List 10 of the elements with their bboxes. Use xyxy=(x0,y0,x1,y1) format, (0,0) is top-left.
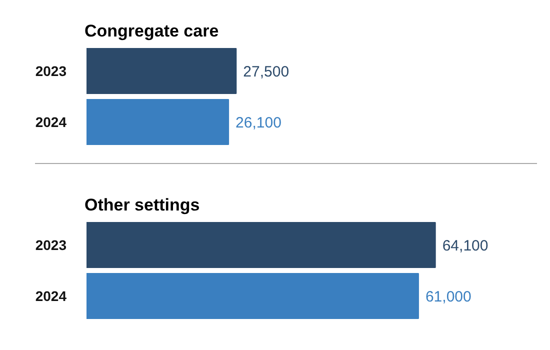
data-label: 61,000 xyxy=(425,288,472,306)
y-tick-label: 2023 xyxy=(35,237,67,253)
y-tick-label: 2024 xyxy=(35,288,67,304)
chart-title: Other settings xyxy=(84,196,200,214)
y-tick-label: 2024 xyxy=(35,114,67,130)
y-tick-label: 2023 xyxy=(35,63,67,79)
data-label: 26,100 xyxy=(236,114,282,132)
data-label: 27,500 xyxy=(243,64,290,80)
chart-title: Congregate care xyxy=(84,22,219,40)
data-label: 64,100 xyxy=(442,238,488,254)
